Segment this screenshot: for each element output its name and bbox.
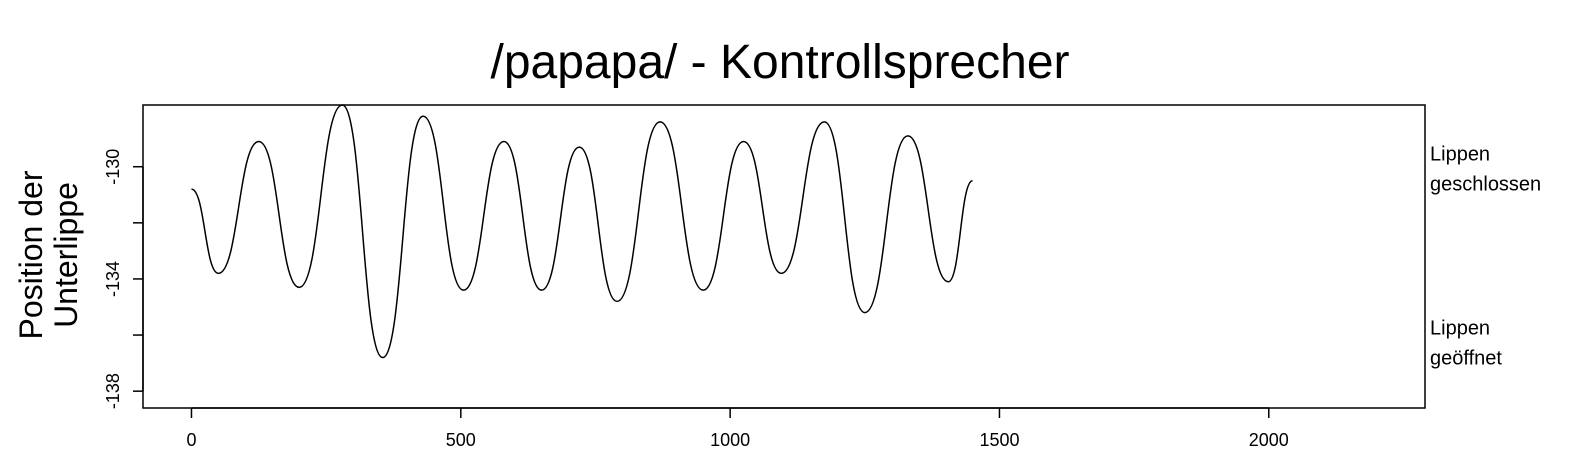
annotation-text: Lippen (1430, 318, 1490, 340)
x-tick-label: 500 (446, 430, 476, 450)
y-tick-label: -134 (103, 261, 123, 297)
x-tick-label: 2000 (1249, 430, 1289, 450)
y-axis-label-line-2: Unterlippe (48, 182, 84, 328)
annotation-text: Lippen (1430, 144, 1490, 166)
x-tick-label: 0 (186, 430, 196, 450)
annotation-layer: Lippen geschlossen Lippen geöffnet (1430, 144, 1541, 370)
x-axis: 0 500 1000 1500 2000 (186, 407, 1289, 450)
y-axis: -138 -134 -130 (103, 149, 144, 409)
y-axis-label: Position der Unterlippe (13, 170, 84, 339)
annotation-text: geschlossen (1430, 174, 1541, 196)
series-layer (191, 104, 973, 359)
annotation-text: geöffnet (1430, 348, 1502, 370)
x-tick-label: 1500 (979, 430, 1019, 450)
y-axis-label-line-1: Position der (13, 170, 49, 339)
series-line (191, 104, 973, 359)
chart-title: /papapa/ - Kontrollsprecher (491, 36, 1070, 89)
y-tick-label: -138 (103, 373, 123, 409)
x-tick-label: 1000 (710, 430, 750, 450)
plot-frame (142, 104, 1426, 409)
y-tick-label: -130 (103, 149, 123, 185)
